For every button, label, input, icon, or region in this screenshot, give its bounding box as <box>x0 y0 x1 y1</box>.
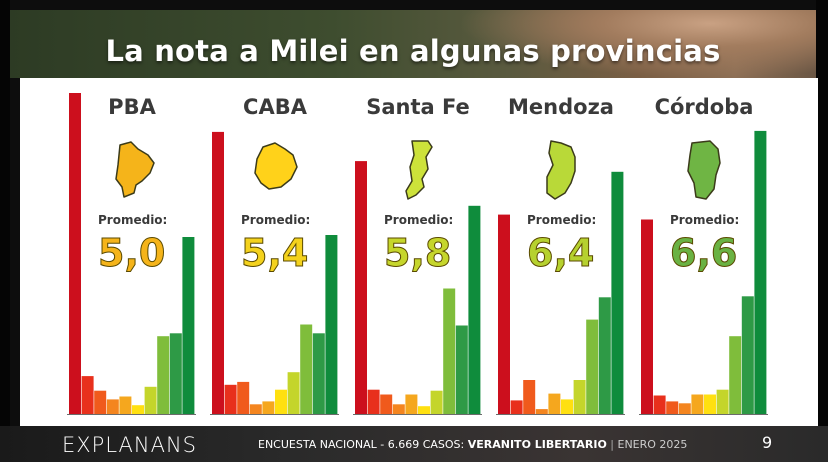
bar <box>94 390 107 414</box>
average-value: 6,6 <box>670 231 737 275</box>
bar <box>367 389 380 414</box>
province-map-icon <box>405 140 433 200</box>
bar <box>611 171 624 414</box>
province-name: PBA <box>108 95 156 119</box>
bar <box>548 393 561 414</box>
province-map-icon <box>115 141 155 198</box>
bar <box>741 296 754 414</box>
bar <box>586 319 599 414</box>
average-label: Promedio: <box>241 213 310 227</box>
bar <box>535 409 548 414</box>
bar <box>573 380 586 414</box>
bar <box>678 403 691 414</box>
bar <box>561 399 573 414</box>
bar <box>691 394 704 414</box>
bar <box>704 394 716 414</box>
bar <box>106 399 119 414</box>
bar <box>754 130 767 414</box>
bar <box>262 401 275 414</box>
province-name: CABA <box>243 95 308 119</box>
footer-month: ENERO 2025 <box>617 438 688 451</box>
average-value: 5,8 <box>384 231 451 275</box>
bar <box>430 390 443 414</box>
chart-panel <box>20 78 818 426</box>
average-label: Promedio: <box>384 213 453 227</box>
bar <box>455 325 468 414</box>
bar <box>224 384 237 414</box>
average-label: Promedio: <box>98 213 167 227</box>
brand-logo: EXPLANANS <box>62 433 197 457</box>
province-name: Mendoza <box>508 95 614 119</box>
bar <box>523 380 536 414</box>
header-banner <box>10 10 818 78</box>
bar <box>666 401 679 414</box>
bar <box>144 386 157 414</box>
bar <box>468 205 481 414</box>
bar <box>81 376 94 414</box>
bar <box>249 404 262 414</box>
bar <box>300 324 313 414</box>
bar <box>169 333 182 414</box>
average-value: 5,0 <box>98 231 165 275</box>
bar <box>380 394 393 414</box>
average-value: 6,4 <box>527 231 594 275</box>
province-map-icon <box>687 140 721 200</box>
bar <box>237 381 250 414</box>
bar <box>355 161 367 414</box>
bar <box>212 131 224 414</box>
average-label: Promedio: <box>527 213 596 227</box>
bar <box>716 389 729 414</box>
bar <box>392 404 405 414</box>
bar <box>275 389 287 414</box>
province-map-icon <box>546 140 576 200</box>
average-label: Promedio: <box>670 213 739 227</box>
footer-bar <box>0 426 828 462</box>
right-border <box>816 0 828 462</box>
bar <box>418 406 430 414</box>
bar <box>312 333 325 414</box>
province-name: Córdoba <box>655 95 754 119</box>
footer-caption: ENCUESTA NACIONAL - 6.669 CASOS: VERANIT… <box>258 438 687 451</box>
photo-background <box>458 10 818 78</box>
bar <box>182 237 195 414</box>
footer-separator: | <box>610 438 618 451</box>
slide-title: La nota a Milei en algunas provincias <box>105 34 721 68</box>
bar <box>498 214 510 414</box>
page-number: 9 <box>762 433 773 452</box>
bar <box>325 235 338 414</box>
bar <box>157 336 170 414</box>
left-border <box>0 0 10 462</box>
province-map-icon <box>254 142 298 190</box>
bar <box>598 297 611 414</box>
bar <box>443 288 456 414</box>
bar <box>641 219 653 414</box>
bar <box>287 372 300 414</box>
province-name: Santa Fe <box>366 95 470 119</box>
bar <box>653 395 666 414</box>
bar <box>119 396 132 414</box>
bar <box>69 93 81 414</box>
footer-survey-title: VERANITO LIBERTARIO <box>467 438 607 451</box>
footer-survey: ENCUESTA NACIONAL - 6.669 CASOS: <box>258 438 465 451</box>
bar <box>132 405 144 414</box>
bar <box>405 394 418 414</box>
bar <box>510 400 523 414</box>
average-value: 5,4 <box>241 231 308 275</box>
bar <box>729 336 742 414</box>
